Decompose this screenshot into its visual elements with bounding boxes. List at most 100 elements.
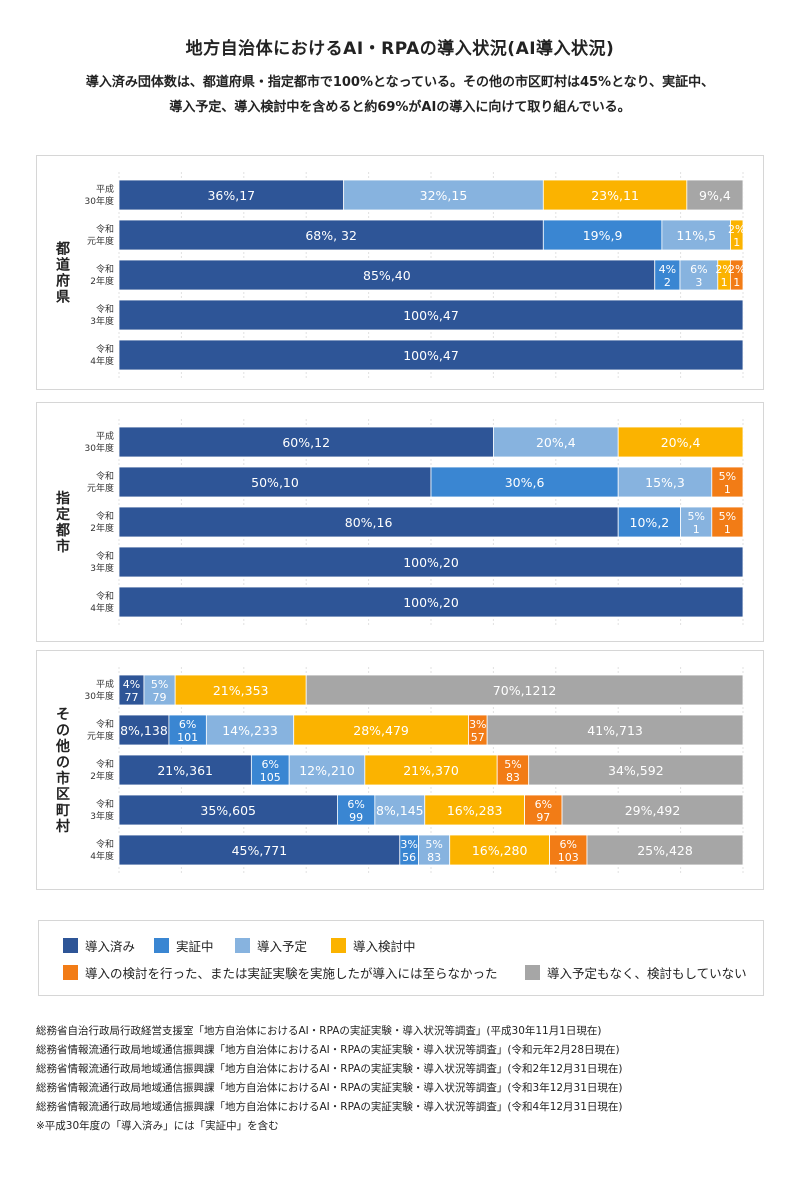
bar-segment: [293, 714, 469, 746]
row-label: 令和 4年度: [90, 590, 114, 614]
data-label: 41%,713: [587, 723, 643, 738]
row-label: 令和 3年度: [90, 550, 114, 574]
data-label: 16%,283: [447, 803, 503, 818]
data-label: 9%,4: [699, 188, 731, 203]
bar-segment: [305, 674, 744, 706]
bar-segment: [364, 754, 498, 786]
data-label: 3% 56: [400, 838, 417, 864]
bar-segment: [424, 794, 526, 826]
data-label: 100%,20: [403, 555, 459, 570]
legend-label: 導入済み: [85, 939, 136, 954]
chart-prefectures: 都道府県 平成 30年度 36%,17 32%,15 23%,11 9%,4 令和元年度 68%…: [55, 172, 745, 378]
source-notes: 総務省自治行政局行政経営支援室「地方自治体におけるAI・RPAの実証実験・導入状…: [36, 1022, 776, 1136]
bar-segment: [617, 506, 682, 538]
data-label: 5% 79: [151, 678, 168, 704]
bar-segment: [118, 714, 170, 746]
data-label: 21%,361: [157, 763, 213, 778]
data-label: 5% 83: [504, 758, 521, 784]
bar-segment: [118, 546, 744, 578]
chart-legend: 導入済み 実証中 導入予定 導入検討中 導入の検討を行った、または実証実験を実施…: [38, 920, 764, 996]
subtitle-line: 導入予定、導入検討中を含めると約69%がAIの導入に向けて取り組んでいる。: [169, 100, 631, 115]
data-label: 50%,10: [251, 475, 299, 490]
data-label: 8%,145: [376, 803, 424, 818]
data-label: 21%,353: [213, 683, 269, 698]
bar-segment: [528, 754, 744, 786]
data-label: 10%,2: [630, 515, 670, 530]
row-label: 令和 4年度: [90, 838, 114, 862]
data-label: 5% 83: [425, 838, 442, 864]
source-note: 総務省情報流通行政局地域通信振興課「地方自治体におけるAI・RPAの実証実験・導…: [36, 1063, 623, 1075]
legend-item: 導入済み: [63, 936, 135, 955]
group-label: 都道府県: [55, 242, 70, 306]
data-label: 6% 99: [347, 798, 364, 824]
data-label: 8%,138: [120, 723, 168, 738]
bar-segment: [542, 179, 688, 211]
source-note: 総務省情報流通行政局地域通信振興課「地方自治体におけるAI・RPAの実証実験・導…: [36, 1082, 623, 1094]
data-label: 23%,11: [591, 188, 639, 203]
data-label: 20%,4: [536, 435, 576, 450]
row-label: 令和 2年度: [90, 263, 114, 287]
data-label: 36%,17: [207, 188, 255, 203]
bar-segment: [711, 466, 744, 498]
panel-other-municipalities: その他の市区町村 平成 30年度 4% 77 5% 79 21%,353 70%,1212 令和元…: [36, 650, 764, 890]
bar-segment: [205, 714, 295, 746]
row-label: 令和 4年度: [90, 343, 114, 367]
data-label: 21%,370: [403, 763, 459, 778]
data-label: 68%, 32: [305, 228, 357, 243]
data-label: 35%,605: [200, 803, 256, 818]
panel-prefectures: 都道府県 平成 30年度 36%,17 32%,15 23%,11 9%,4 令和元年度 68%…: [36, 155, 764, 390]
bar-segment: [118, 219, 544, 251]
legend-item: 導入予定: [235, 936, 307, 955]
bar-segment: [118, 179, 345, 211]
legend-item: 導入予定もなく、検討もしていない: [525, 963, 747, 982]
data-label: 6% 97: [535, 798, 552, 824]
bar-segment: [492, 426, 619, 458]
data-label: 3% 57: [469, 718, 486, 744]
chart-title: 地方自治体におけるAI・RPAの導入状況(AI導入状況): [185, 39, 615, 59]
data-label: 32%,15: [420, 188, 468, 203]
bar-segment: [118, 754, 252, 786]
bar-segment: [118, 586, 744, 618]
data-label: 100%,20: [403, 595, 459, 610]
data-label: 16%,280: [472, 843, 528, 858]
bar-segment: [686, 179, 744, 211]
bar-segment: [418, 834, 451, 866]
data-label: 12%,210: [299, 763, 355, 778]
bar-segment: [118, 506, 619, 538]
data-label: 2% 1: [728, 263, 745, 289]
bar-segment: [118, 834, 401, 866]
bar-segment: [524, 794, 563, 826]
bar-segment: [496, 754, 530, 786]
data-label: 15%,3: [645, 475, 685, 490]
data-label: 20%,4: [661, 435, 701, 450]
legend-item: 実証中: [154, 936, 214, 955]
data-label: 2% 1: [715, 263, 732, 289]
data-label: 60%,12: [282, 435, 330, 450]
bar-segment: [118, 299, 744, 331]
bar-segment: [250, 754, 290, 786]
bar-segment: [617, 426, 744, 458]
bar-segment: [118, 674, 145, 706]
legend-swatch: [154, 938, 169, 953]
bar-segment: [654, 259, 681, 291]
data-label: 29%,492: [625, 803, 681, 818]
data-label: 28%,479: [353, 723, 409, 738]
bar-segment: [561, 794, 744, 826]
data-label: 25%,428: [637, 843, 693, 858]
bar-segment: [680, 506, 713, 538]
data-label: 85%,40: [363, 268, 411, 283]
source-note: 総務省情報流通行政局地域通信振興課「地方自治体におけるAI・RPAの実証実験・導…: [36, 1101, 623, 1113]
row-label: 令和 3年度: [90, 303, 114, 327]
legend-item: 導入の検討を行った、または実証実験を実施したが導入には至らなかった: [63, 963, 498, 982]
row-label: 令和 2年度: [90, 510, 114, 534]
data-label: 6% 103: [558, 838, 579, 864]
group-label: 指定都市: [55, 490, 70, 555]
data-label: 80%,16: [345, 515, 393, 530]
legend-swatch: [235, 938, 250, 953]
bar-segment: [542, 219, 663, 251]
bar-segment: [586, 834, 744, 866]
data-label: 100%,47: [403, 348, 459, 363]
row-label: 令和元年度: [87, 470, 114, 494]
row-label: 令和元年度: [87, 718, 114, 742]
